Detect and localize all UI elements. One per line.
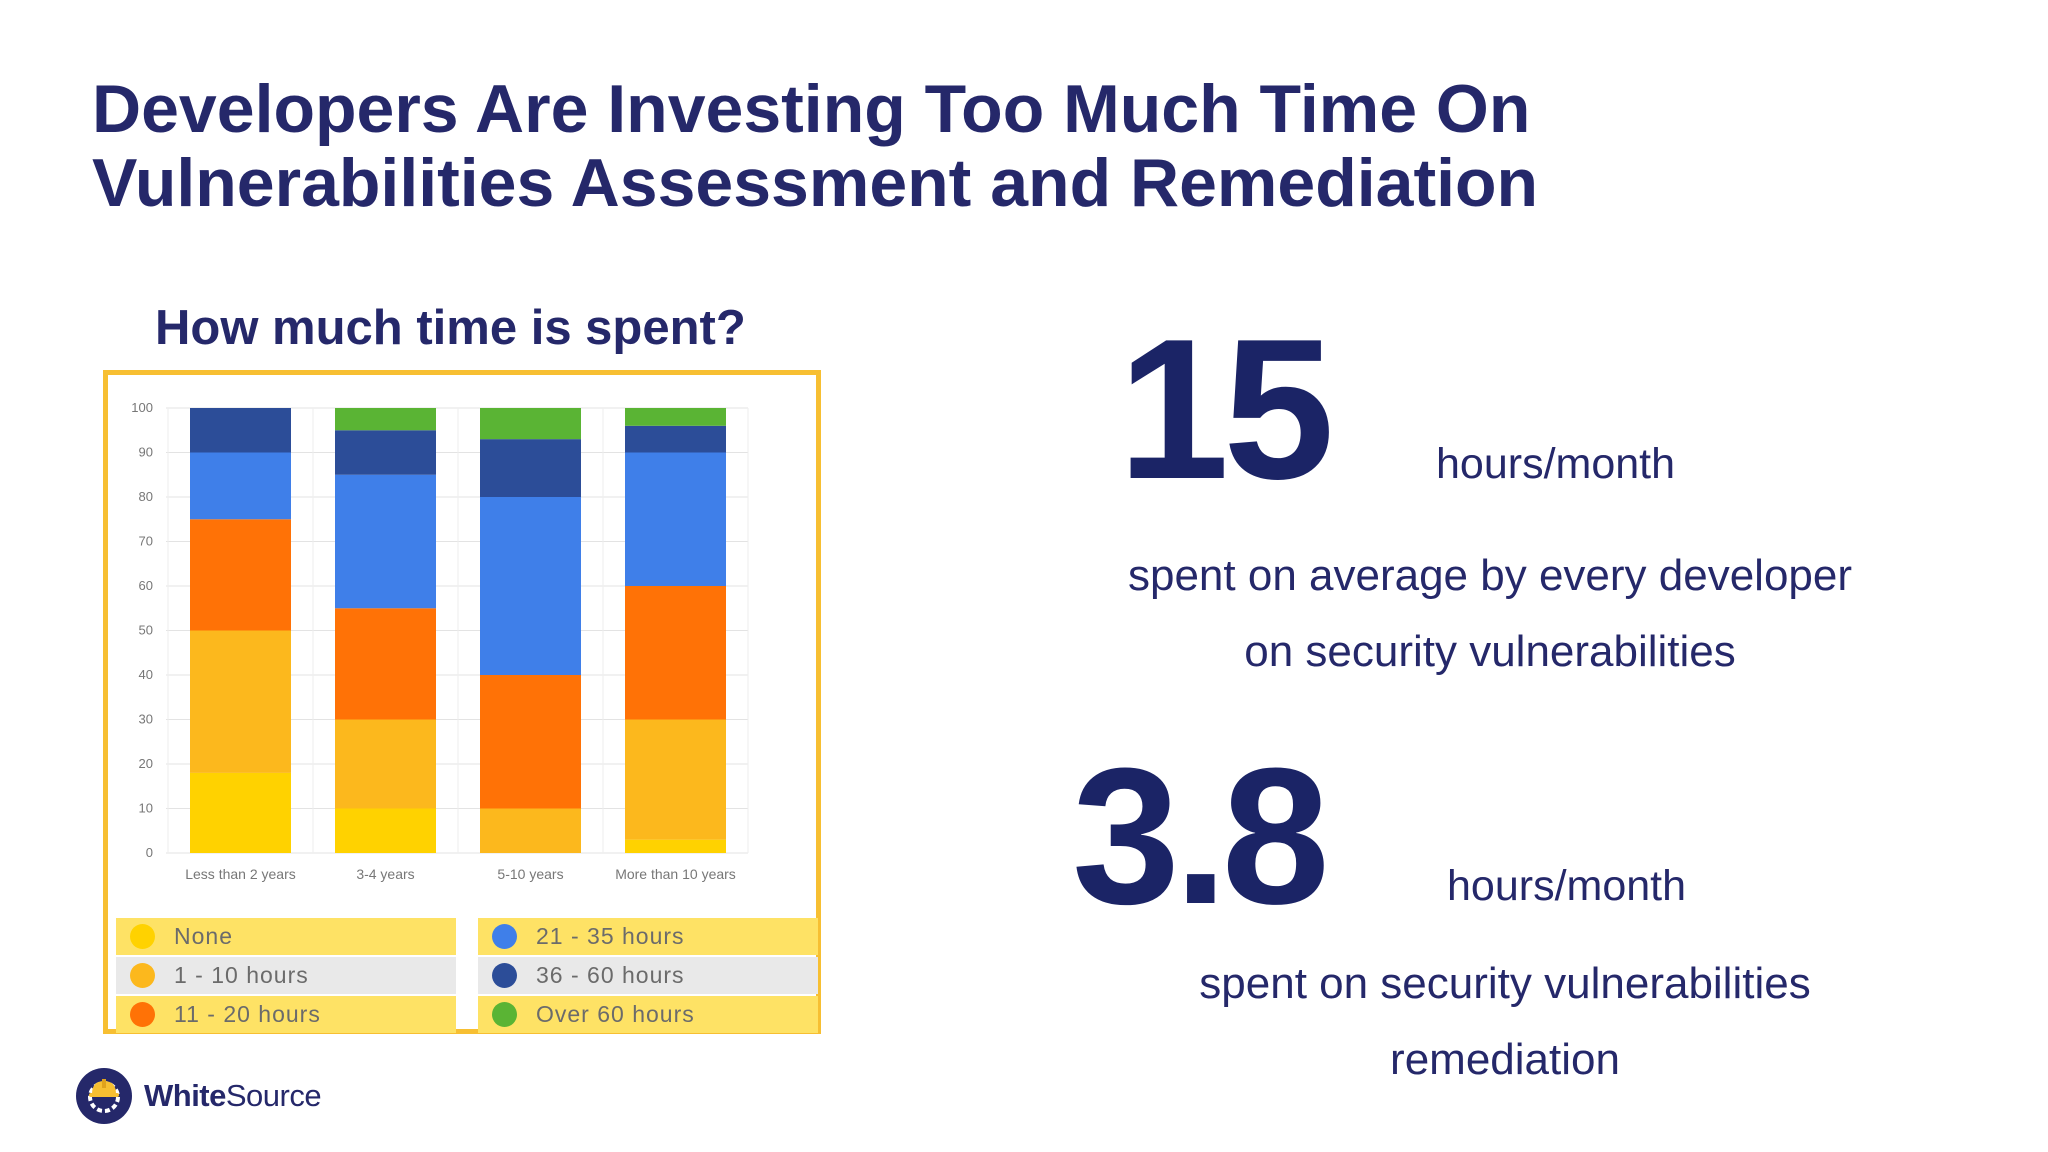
bar-segment bbox=[480, 675, 581, 809]
y-tick-label: 50 bbox=[139, 623, 153, 638]
stat-description-2-line-2: remediation bbox=[1390, 1035, 1620, 1084]
stat-unit-1: hours/month bbox=[1436, 440, 1676, 488]
legend-label: 1 - 10 hours bbox=[174, 962, 309, 988]
bar-segment bbox=[335, 719, 436, 809]
x-tick-label: Less than 2 years bbox=[185, 866, 296, 882]
brand-name-bold: White bbox=[144, 1078, 226, 1113]
slide-title: Developers Are Investing Too Much Time O… bbox=[92, 72, 1692, 220]
bar-segment bbox=[190, 519, 291, 631]
legend-label: 36 - 60 hours bbox=[536, 962, 685, 988]
bar-segment bbox=[625, 719, 726, 840]
x-tick-label: 3-4 years bbox=[356, 866, 414, 882]
title-line-1: Developers Are Investing Too Much Time O… bbox=[92, 71, 1531, 147]
legend-swatch bbox=[130, 924, 155, 949]
legend-item: None bbox=[116, 918, 456, 955]
bar-segment bbox=[480, 408, 581, 440]
stacked-bar-chart: 0 10 20 30 40 50 60 70 80 90 100 Less than 2 years 3… bbox=[131, 400, 749, 882]
legend-label: Over 60 hours bbox=[536, 1001, 695, 1027]
bar-segment bbox=[335, 608, 436, 720]
stat-description-1-line-1: spent on average by every developer bbox=[1127, 551, 1853, 600]
legend-label: 21 - 35 hours bbox=[536, 923, 685, 949]
title-line-2: Vulnerabilities Assessment and Remediati… bbox=[92, 145, 1539, 221]
legend-label: 11 - 20 hours bbox=[174, 1001, 321, 1027]
y-tick-label: 60 bbox=[139, 578, 153, 593]
stat-description-1-line-2: on security vulnerabilities bbox=[1244, 627, 1736, 676]
stat-description-2-line-1: spent on security vulnerabilities bbox=[1199, 959, 1811, 1008]
legend-swatch bbox=[130, 1002, 155, 1027]
legend-swatch bbox=[130, 963, 155, 988]
bar-segment bbox=[625, 452, 726, 586]
chart-legend: None 1 - 10 hours 11 - 20 hours 21 - 35 hou… bbox=[116, 918, 818, 1033]
legend-item: 21 - 35 hours bbox=[478, 918, 818, 955]
bar-segment bbox=[480, 439, 581, 497]
y-tick-label: 10 bbox=[139, 801, 153, 816]
legend-swatch bbox=[492, 1002, 517, 1027]
y-tick-label: 30 bbox=[139, 712, 153, 727]
bar-segment bbox=[625, 408, 726, 426]
legend-swatch bbox=[492, 963, 517, 988]
bar-segment bbox=[625, 425, 726, 453]
chart-heading: How much time is spent? bbox=[155, 301, 746, 355]
stat-unit-2: hours/month bbox=[1447, 862, 1687, 910]
bar-segment bbox=[335, 474, 436, 609]
stat-description-1: spent on average by every developer on s… bbox=[1060, 538, 1920, 690]
stat-description-2: spent on security vulnerabilities remedi… bbox=[1080, 946, 1930, 1098]
bar-segment bbox=[190, 408, 291, 453]
bar-segment bbox=[335, 808, 436, 853]
brand-name-regular: Source bbox=[225, 1078, 322, 1113]
legend-item: 36 - 60 hours bbox=[478, 957, 818, 994]
y-tick-label: 20 bbox=[139, 756, 153, 771]
y-tick-label: 0 bbox=[146, 845, 153, 860]
chart-frame: 0 10 20 30 40 50 60 70 80 90 100 Less than 2 years 3… bbox=[103, 370, 821, 1034]
x-tick-label: More than 10 years bbox=[615, 866, 736, 882]
bar-segment bbox=[335, 430, 436, 475]
bar-segment bbox=[625, 586, 726, 720]
x-tick-label: 5-10 years bbox=[497, 866, 563, 882]
y-tick-label: 90 bbox=[139, 445, 153, 460]
legend-item: Over 60 hours bbox=[478, 996, 818, 1033]
y-tick-label: 40 bbox=[139, 667, 153, 682]
stat-value-remediation-hours: 3.8 bbox=[1072, 728, 1330, 945]
legend-item: 1 - 10 hours bbox=[116, 957, 456, 994]
bar-segment bbox=[335, 408, 436, 431]
y-tick-label: 100 bbox=[131, 400, 153, 415]
stat-value-hours-per-developer: 15 bbox=[1118, 298, 1334, 521]
bar-segment bbox=[190, 772, 291, 853]
bar-segment bbox=[480, 497, 581, 675]
bar-segment bbox=[625, 839, 726, 853]
bar-segment bbox=[480, 808, 581, 853]
bar-segment bbox=[190, 452, 291, 520]
whitesource-logo: WhiteSource bbox=[76, 1068, 322, 1124]
brand-name: WhiteSource bbox=[144, 1078, 322, 1114]
legend-item: 11 - 20 hours bbox=[116, 996, 456, 1033]
legend-swatch bbox=[492, 924, 517, 949]
bar-segment bbox=[190, 630, 291, 773]
hardhat-gear-icon bbox=[76, 1068, 132, 1124]
y-tick-label: 70 bbox=[139, 534, 153, 549]
legend-label: None bbox=[174, 923, 233, 949]
y-tick-label: 80 bbox=[139, 489, 153, 504]
